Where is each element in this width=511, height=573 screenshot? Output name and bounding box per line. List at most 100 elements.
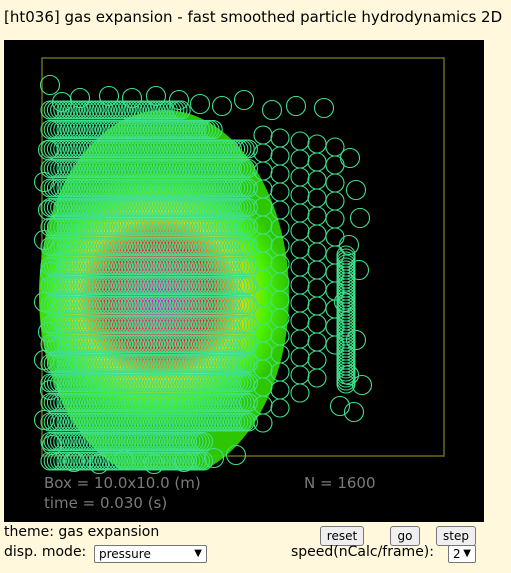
particle — [345, 329, 367, 351]
particle — [88, 197, 108, 218]
particle — [130, 100, 150, 120]
particle — [149, 256, 169, 276]
particle — [200, 178, 220, 198]
particle — [101, 392, 121, 413]
particle — [187, 295, 207, 315]
particle — [66, 412, 86, 432]
particle — [110, 353, 130, 374]
particle — [184, 314, 204, 335]
particle — [168, 89, 190, 111]
disp-mode-select[interactable]: pressure ▼ — [94, 545, 207, 563]
particle — [98, 412, 118, 432]
particle — [238, 353, 258, 374]
particle — [222, 217, 242, 237]
particle — [200, 295, 220, 315]
particle — [165, 178, 185, 198]
particle — [46, 373, 66, 393]
particle — [114, 256, 134, 276]
particle — [187, 158, 207, 179]
particle — [171, 178, 191, 198]
particle — [120, 373, 140, 393]
particle — [307, 206, 327, 226]
particle — [46, 334, 66, 354]
particle — [187, 314, 207, 335]
step-button[interactable]: step — [436, 526, 476, 546]
particle — [162, 392, 182, 413]
particle — [82, 412, 102, 432]
particle — [142, 353, 162, 374]
particle — [139, 295, 159, 315]
particle — [155, 197, 175, 218]
particle — [194, 412, 214, 432]
particle — [229, 178, 249, 198]
particle — [94, 334, 114, 354]
particle — [158, 139, 178, 159]
particle — [206, 217, 226, 237]
particle — [130, 217, 150, 237]
particle — [235, 314, 255, 335]
particle — [158, 451, 178, 471]
particle — [94, 353, 114, 374]
particle — [56, 295, 76, 315]
particle — [114, 119, 134, 140]
particle — [178, 139, 198, 159]
particle — [78, 314, 98, 335]
particle — [78, 353, 98, 374]
particle — [149, 178, 169, 198]
particle — [120, 431, 140, 452]
particle — [206, 392, 226, 413]
particle — [98, 451, 118, 471]
particle — [107, 256, 127, 276]
particle — [162, 373, 182, 393]
particle — [197, 275, 217, 296]
reset-button[interactable]: reset — [320, 526, 364, 546]
particle — [149, 373, 169, 393]
particle — [139, 139, 159, 159]
particle — [307, 314, 327, 334]
particle — [66, 139, 86, 159]
particle — [120, 197, 140, 218]
particle — [69, 236, 89, 257]
particle — [46, 353, 66, 374]
speed-select[interactable]: 2 ▼ — [448, 545, 476, 563]
particle — [194, 256, 214, 276]
go-button[interactable]: go — [390, 526, 420, 546]
particle — [126, 431, 146, 452]
particle — [206, 236, 226, 257]
particle — [62, 236, 82, 257]
particle — [66, 314, 86, 335]
simulation-canvas[interactable]: Box = 10.0x10.0 (m) time = 0.030 (s) N =… — [4, 40, 484, 522]
particle — [146, 353, 166, 374]
particle — [94, 100, 114, 120]
particle — [110, 178, 130, 198]
particle — [168, 431, 188, 452]
particle — [56, 275, 76, 296]
particle — [123, 295, 143, 315]
particle — [40, 314, 60, 335]
particle — [101, 178, 121, 198]
particle — [178, 295, 198, 315]
particle — [142, 314, 162, 335]
particle — [53, 217, 73, 237]
particle — [155, 412, 175, 432]
particle — [219, 373, 239, 393]
particle — [152, 412, 172, 432]
particle — [46, 431, 66, 452]
particle — [213, 236, 233, 257]
particle — [162, 119, 182, 140]
particle — [117, 314, 137, 335]
particle — [187, 353, 207, 374]
particle — [184, 373, 204, 393]
particle — [101, 275, 121, 296]
particle — [72, 217, 92, 237]
particle — [168, 373, 188, 393]
particle — [59, 431, 79, 452]
particle — [133, 353, 153, 374]
particle — [104, 373, 124, 393]
particle — [72, 353, 92, 374]
particle — [226, 256, 246, 276]
particle — [88, 295, 108, 315]
particle — [39, 261, 61, 283]
particle — [307, 152, 327, 172]
particle — [190, 314, 210, 335]
